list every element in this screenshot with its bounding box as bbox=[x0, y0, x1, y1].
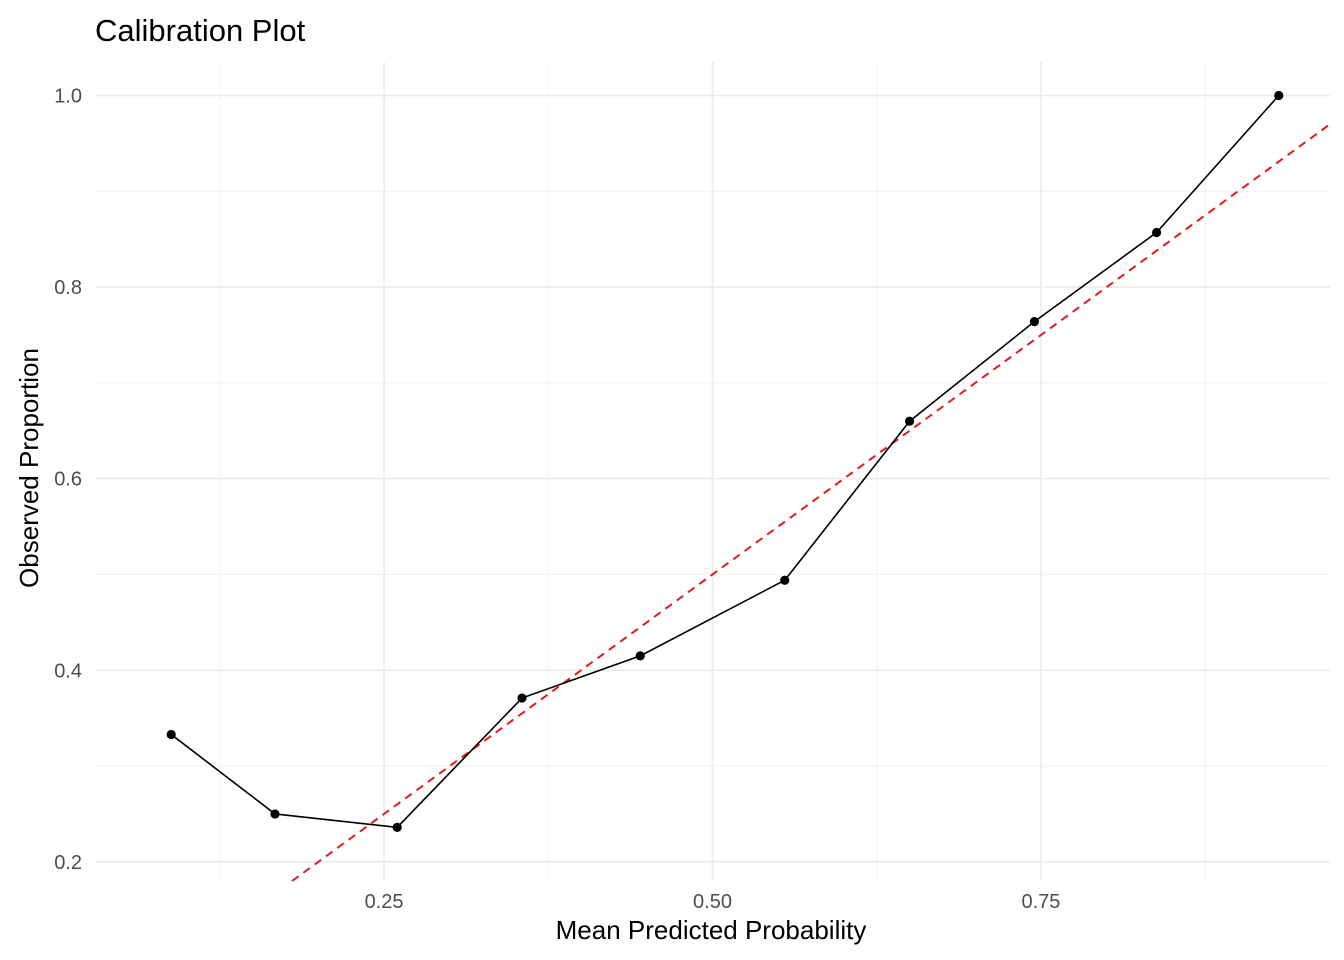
y-tick-label: 0.6 bbox=[54, 469, 82, 491]
x-axis-title: Mean Predicted Probability bbox=[556, 915, 867, 945]
series-group bbox=[166, 90, 1284, 832]
y-tick-label: 1.0 bbox=[54, 86, 82, 108]
x-tick-label: 0.75 bbox=[1021, 891, 1060, 913]
x-tick-label: 0.25 bbox=[365, 891, 404, 913]
calibration-point bbox=[1274, 90, 1284, 101]
calibration-point bbox=[780, 575, 790, 585]
y-tick-label: 0.4 bbox=[54, 660, 82, 682]
chart-title: Calibration Plot bbox=[95, 13, 306, 48]
y-tick-label: 0.2 bbox=[54, 852, 82, 874]
grid-lines bbox=[95, 62, 1330, 881]
calibration-point bbox=[166, 729, 176, 740]
reference-line-group bbox=[291, 123, 1331, 882]
calibration-point bbox=[635, 651, 645, 661]
x-tick-label: 0.50 bbox=[693, 891, 732, 913]
calibration-point bbox=[904, 416, 915, 426]
calibration-point bbox=[1151, 227, 1162, 238]
calibration-point bbox=[1029, 316, 1039, 327]
y-tick-label: 0.8 bbox=[54, 277, 82, 299]
y-axis-ticks: 0.2 0.4 0.6 0.8 1.0 bbox=[54, 86, 82, 874]
calibration-line bbox=[170, 94, 1280, 829]
reference-diagonal-line bbox=[291, 123, 1331, 882]
calibration-point bbox=[270, 809, 280, 819]
y-axis-title: Observed Proportion bbox=[14, 348, 44, 588]
x-axis-ticks: 0.25 0.50 0.75 bbox=[365, 891, 1061, 913]
calibration-point bbox=[517, 693, 527, 703]
calibration-point bbox=[392, 822, 402, 832]
